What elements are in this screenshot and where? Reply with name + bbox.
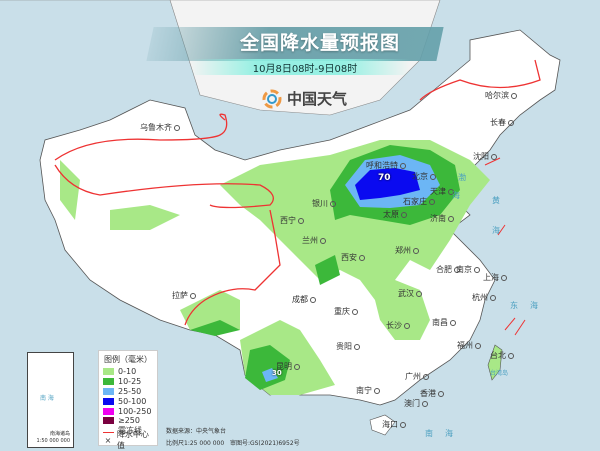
city-label: 昆明 xyxy=(276,361,300,372)
legend-label: 0-10 xyxy=(118,367,137,377)
legend-label: 50-100 xyxy=(118,396,147,406)
map-scale: 比例尺1:25 000 000 xyxy=(166,440,225,447)
sea-label: 黄 xyxy=(492,196,500,205)
legend-label: 霜冻线 xyxy=(118,426,142,436)
legend-label: 100-250 xyxy=(118,406,152,416)
scale-and-approval: 比例尺1:25 000 000 审图号:GS(2021)6952号 xyxy=(166,438,300,447)
island-label: 台湾岛 xyxy=(490,370,509,377)
city-label: 郑州 xyxy=(395,245,419,256)
city-label: 重庆 xyxy=(334,306,358,317)
forecast-period: 10月8日08时-9日08时 xyxy=(252,64,358,75)
inset-scale: 1:50 000 000 xyxy=(36,438,71,444)
legend-item: ≥250 xyxy=(103,416,153,426)
city-label: 南昌 xyxy=(432,317,456,328)
legend-item: 霜冻线 xyxy=(103,426,153,436)
legend-swatch xyxy=(103,368,114,376)
city-label: 石家庄 xyxy=(403,196,435,207)
sea-label: 东 xyxy=(510,301,518,310)
city-label: 台北 xyxy=(490,350,514,361)
city-label: 长沙 xyxy=(386,320,410,331)
inset-title: 南海诸岛 xyxy=(49,431,70,437)
approval-number: 审图号:GS(2021)6952号 xyxy=(229,440,300,447)
city-label: 武汉 xyxy=(398,288,422,299)
city-label: 南京 xyxy=(456,264,480,275)
sea-label: 海 xyxy=(530,301,538,310)
legend-label: 25-50 xyxy=(118,386,142,396)
legend-title: 图例（毫米） xyxy=(104,355,152,364)
city-label: 西宁 xyxy=(280,215,304,226)
city-label: 福州 xyxy=(457,340,481,351)
logo-text: 中国天气 xyxy=(287,90,348,108)
legend-swatch xyxy=(103,417,114,425)
city-label: 南宁 xyxy=(356,385,380,396)
city-label: 杭州 xyxy=(472,292,496,303)
city-label: 呼和浩特 xyxy=(366,160,406,171)
city-label: 贵阳 xyxy=(336,341,360,352)
city-label: 澳门 xyxy=(404,398,428,409)
islands xyxy=(484,157,526,336)
data-source: 数据来源：中央气象台 xyxy=(166,428,227,435)
city-label: 沈阳 xyxy=(473,151,497,162)
city-label: 海口 xyxy=(382,419,406,430)
subtitle-banner xyxy=(190,59,410,75)
city-label: 天津 xyxy=(430,186,454,197)
legend-label: 10-25 xyxy=(118,377,142,387)
sea-label: 渤 xyxy=(458,173,466,182)
legend-item: 10-25 xyxy=(103,377,153,387)
city-label: 银川 xyxy=(312,198,336,209)
legend-item: 50-100 xyxy=(103,396,153,406)
city-label: 太原 xyxy=(383,209,407,220)
page-title: 全国降水量预报图 xyxy=(239,32,400,54)
city-label: 乌鲁木齐 xyxy=(140,122,180,133)
sea-label: 海 xyxy=(445,429,453,438)
city-label: 成都 xyxy=(292,294,316,305)
cross-icon: × xyxy=(104,435,112,445)
city-label: 西安 xyxy=(341,252,365,263)
legend-item: × 降水中心值 xyxy=(103,430,153,450)
china-weather-logo-icon xyxy=(262,89,282,108)
legend-item: 100-250 xyxy=(103,406,153,416)
south-china-sea-inset: 南 海 南海诸岛 1:50 000 000 xyxy=(27,352,74,448)
legend-item: 0-10 xyxy=(103,367,153,377)
legend-swatch xyxy=(103,378,114,386)
city-label: 兰州 xyxy=(302,235,326,246)
city-label: 长春 xyxy=(490,117,514,128)
city-label: 哈尔滨 xyxy=(485,90,517,101)
city-label: 北京 xyxy=(412,171,436,182)
legend-swatch xyxy=(103,397,114,405)
legend-swatch xyxy=(103,387,114,395)
frost-line-icon xyxy=(103,428,114,434)
city-label: 上海 xyxy=(483,272,507,283)
legend-label: ≥250 xyxy=(118,416,140,426)
precip-center-value: 70 xyxy=(378,173,391,183)
legend-item: 25-50 xyxy=(103,387,153,397)
city-label: 拉萨 xyxy=(172,290,196,301)
city-label: 济南 xyxy=(430,213,454,224)
city-label: 合肥 xyxy=(436,264,460,275)
precip-center-value: 30 xyxy=(272,369,282,377)
legend-label: 降水中心值 xyxy=(116,430,149,451)
city-label: 广州 xyxy=(405,371,429,382)
legend: 图例（毫米） 0-10 10-25 25-50 50-100 100-250 ≥… xyxy=(98,350,158,450)
sea-label: 海 xyxy=(492,226,500,235)
sea-label: 南 xyxy=(425,429,433,438)
frost-lines xyxy=(54,59,541,326)
logo: 中国天气 xyxy=(262,88,347,109)
legend-swatch xyxy=(103,407,114,415)
city-label: 香港 xyxy=(420,388,444,399)
sea-label: 海 xyxy=(452,191,460,200)
inset-sea-label: 南 海 xyxy=(40,395,54,402)
precip-50-100 xyxy=(355,168,420,200)
